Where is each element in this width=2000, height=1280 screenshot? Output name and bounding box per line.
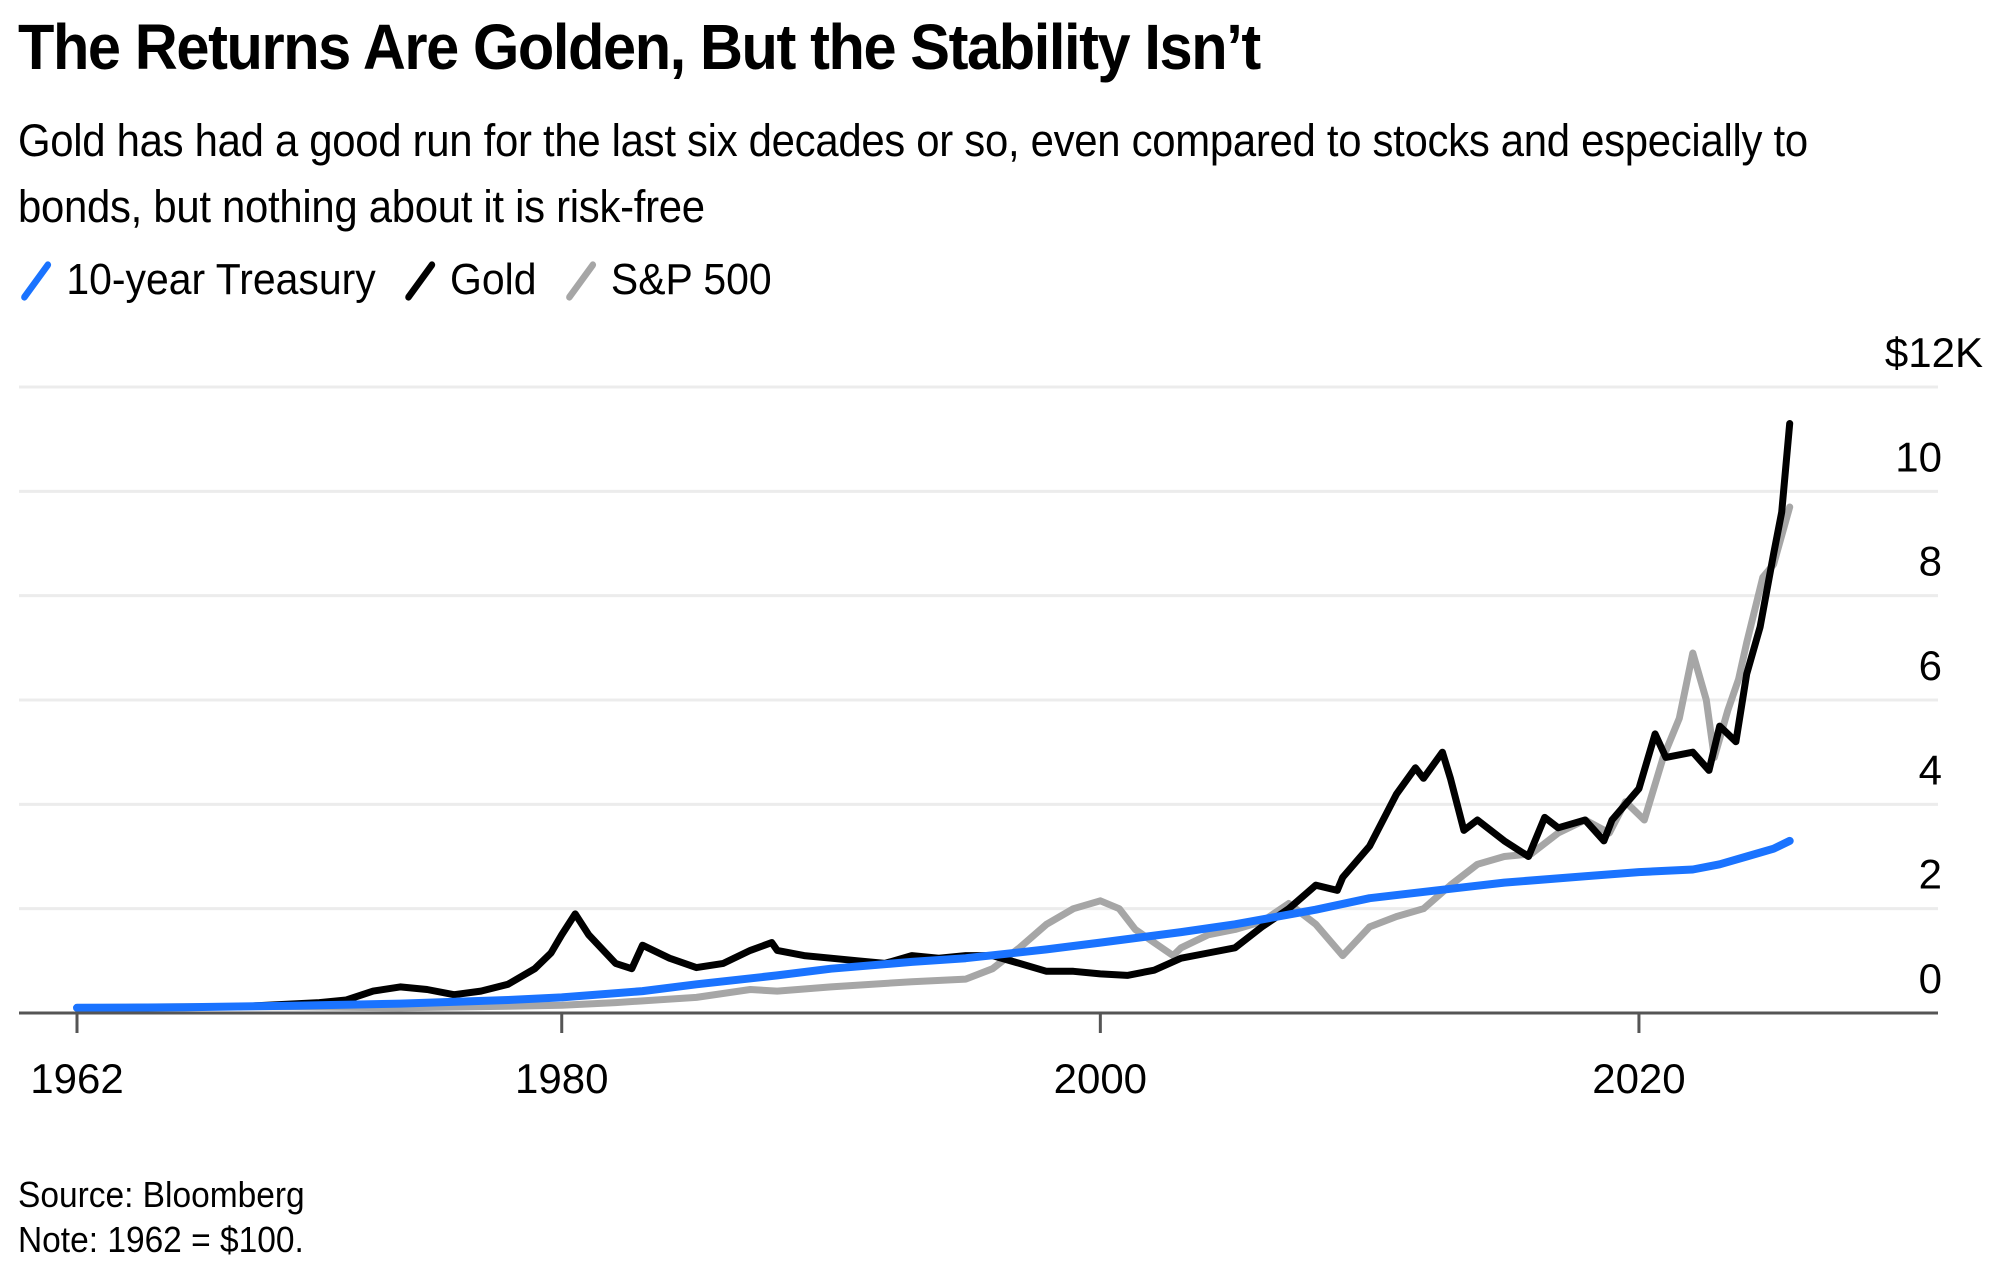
legend-label-sp500: S&P 500 [610,255,772,304]
legend-label-gold: Gold [450,255,537,304]
series-line-10-year-treasury [73,836,1794,1012]
y-tick-label: 0 [1919,955,1942,1002]
gridlines [19,385,1938,911]
series-line-s-p-500 [73,503,1794,1012]
series-line-gold [73,420,1794,1012]
base-note: Note: 1962 = $100. [18,1219,304,1260]
y-tick-label: 2 [1919,851,1942,898]
y-tick-label: 8 [1919,538,1942,585]
y-tick-label: 10 [1895,433,1942,480]
legend-label-treasury: 10-year Treasury [66,255,376,304]
x-tick-label: 1980 [515,1055,608,1102]
y-tick-label: 6 [1919,642,1942,689]
legend-item-treasury: 10-year Treasury [18,255,376,305]
series-lines [73,420,1794,1012]
chart-subtitle: Gold has had a good run for the last six… [18,115,1808,232]
x-tick-label: 1962 [30,1055,123,1102]
y-tick-label: $12K [1885,329,1983,376]
x-axis: 1962 1980 2000 2020 [19,1011,1938,1102]
x-tick-label: 2000 [1054,1055,1147,1102]
legend: 10-year Treasury Gold S&P 500 [18,255,798,305]
y-axis-labels: 0 2 4 6 8 10 $12K [1885,329,1983,1002]
legend-item-gold: Gold [402,255,537,305]
legend-item-sp500: S&P 500 [563,255,772,305]
y-tick-label: 4 [1919,746,1942,793]
footer: Source: Bloomberg Note: 1962 = $100. [18,1172,305,1262]
x-tick-label: 2020 [1592,1055,1685,1102]
chart-title: The Returns Are Golden, But the Stabilit… [18,11,1261,83]
source-note: Source: Bloomberg [18,1174,305,1215]
